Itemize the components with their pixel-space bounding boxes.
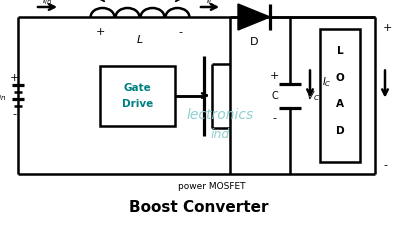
Text: D: D	[336, 126, 344, 135]
Text: L: L	[137, 35, 143, 45]
Text: -: -	[272, 113, 276, 123]
Text: -: -	[12, 109, 16, 119]
Text: Gate: Gate	[124, 83, 151, 93]
Text: A: A	[336, 99, 344, 109]
Text: D: D	[250, 37, 258, 47]
Text: $V_C$: $V_C$	[306, 89, 320, 103]
Text: Drive: Drive	[122, 99, 153, 109]
Text: $V_{in}$: $V_{in}$	[0, 89, 6, 103]
Text: O: O	[336, 72, 344, 83]
Text: +: +	[269, 71, 279, 81]
FancyBboxPatch shape	[100, 66, 175, 126]
Text: $I_O$: $I_O$	[397, 75, 398, 89]
Text: +: +	[383, 23, 392, 33]
Text: $I_C$: $I_C$	[322, 75, 332, 89]
Text: lectronics: lectronics	[186, 108, 254, 122]
FancyBboxPatch shape	[320, 30, 360, 162]
Text: +: +	[95, 27, 105, 37]
Text: ind: ind	[211, 128, 230, 141]
Text: +: +	[9, 73, 19, 83]
Text: -: -	[383, 159, 387, 169]
Text: Boost Converter: Boost Converter	[129, 200, 269, 215]
Text: $I_L$: $I_L$	[206, 0, 214, 7]
Text: $V_o$: $V_o$	[397, 109, 398, 123]
Text: $I_{in}$: $I_{in}$	[42, 0, 52, 7]
Text: C: C	[271, 91, 278, 101]
Polygon shape	[238, 5, 270, 31]
Text: power MOSFET: power MOSFET	[178, 182, 246, 191]
Text: L: L	[337, 46, 343, 56]
Text: -: -	[178, 27, 182, 37]
